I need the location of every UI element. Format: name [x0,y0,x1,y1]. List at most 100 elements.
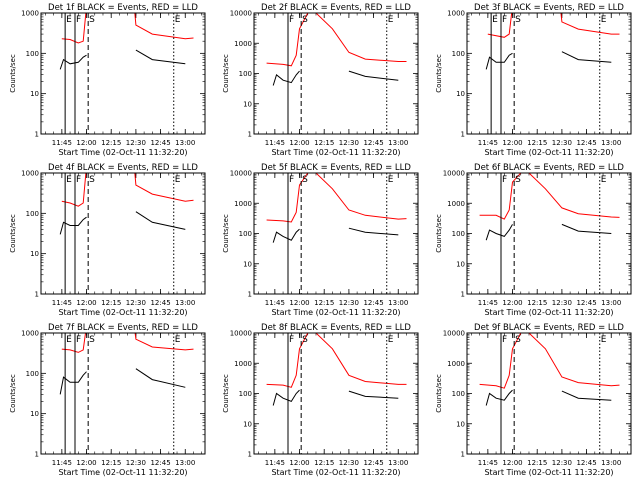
y-tick-label: 10 [456,90,465,98]
x-tick-label: 12:00 [502,299,522,307]
x-tick-label: 12:45 [150,459,170,467]
marker-label: S [89,175,95,185]
x-tick-label: 12:30 [126,459,146,467]
y-axis-label: Counts/sec [435,54,443,93]
series-line-events [485,223,612,241]
y-tick-label: 1 [248,451,252,459]
y-axis-label: Counts/sec [435,214,443,253]
marker-label: E [66,175,72,185]
x-tick-label: 13:00 [175,299,195,307]
x-tick-label: 12:15 [101,139,121,147]
y-tick-label: 1 [248,131,252,139]
x-tick-label: 12:30 [126,299,146,307]
x-tick-label: 12:45 [363,459,383,467]
x-tick-label: 11:45 [265,299,285,307]
y-tick-label: 100 [452,390,465,398]
x-tick-label: 12:00 [289,299,309,307]
y-tick-label: 10 [30,250,39,258]
y-tick-label: 10 [243,260,252,268]
y-tick-label: 1000 [234,200,252,208]
detector-panel: Det 9f BLACK = Events, RED = LLD Counts/s… [435,323,632,477]
series-line-events [272,70,399,86]
x-tick-label: 12:00 [76,459,96,467]
detector-panel: Det 6f BLACK = Events, RED = LLD Counts/s… [435,163,632,317]
plot-frame [253,172,419,295]
marker-label: S [302,15,308,25]
y-tick-label: 1 [35,131,39,139]
x-axis-label: Start Time (02-Oct-11 11:32:20) [484,148,613,157]
y-axis-label: Counts/sec [9,214,17,253]
x-axis-label: Start Time (02-Oct-11 11:32:20) [484,468,613,477]
y-tick-label: 1000 [21,330,39,338]
y-tick-label: 1 [461,451,465,459]
x-tick-label: 11:45 [478,459,498,467]
series-line-events [272,389,399,406]
x-tick-label: 12:15 [314,139,334,147]
marker-label: E [388,175,394,185]
x-tick-label: 12:30 [339,459,359,467]
series-line-lld [61,333,194,353]
x-tick-label: 12:45 [576,299,596,307]
x-tick-label: 12:00 [289,139,309,147]
x-tick-label: 12:00 [502,459,522,467]
x-axis-label: Start Time (02-Oct-11 11:32:20) [484,308,613,317]
marker-label: S [515,335,521,345]
y-tick-label: 10000 [230,10,252,18]
y-tick-label: 100 [26,370,39,378]
marker-label: E [175,15,181,25]
y-tick-label: 1 [35,451,39,459]
plot-frame [466,172,632,295]
x-tick-label: 12:15 [527,299,547,307]
panel-title: Det 9f BLACK = Events, RED = LLD [474,323,624,333]
x-tick-label: 12:15 [314,299,334,307]
detector-panel: Det 2f BLACK = Events, RED = LLD Counts/s… [222,3,419,157]
marker-label: S [89,335,95,345]
x-axis-label: Start Time (02-Oct-11 11:32:20) [58,468,187,477]
y-tick-label: 10 [243,420,252,428]
panel-title: Det 5f BLACK = Events, RED = LLD [261,163,411,173]
x-tick-label: 11:45 [478,139,498,147]
x-tick-label: 12:15 [314,459,334,467]
x-tick-label: 13:00 [388,139,408,147]
x-tick-label: 12:00 [289,459,309,467]
plot-frame [40,332,206,455]
x-axis-label: Start Time (02-Oct-11 11:32:20) [271,308,400,317]
x-tick-label: 12:45 [576,459,596,467]
x-tick-label: 13:00 [601,139,621,147]
x-tick-label: 12:30 [552,459,572,467]
panel-title: Det 6f BLACK = Events, RED = LLD [474,163,624,173]
y-tick-label: 10 [243,100,252,108]
plot-frame [253,332,419,455]
marker-label: E [601,15,607,25]
y-tick-label: 100 [239,390,252,398]
y-tick-label: 1 [461,291,465,299]
panel-title: Det 3f BLACK = Events, RED = LLD [474,3,624,13]
y-tick-label: 1000 [234,360,252,368]
y-tick-label: 100 [452,230,465,238]
y-tick-label: 100 [239,70,252,78]
x-tick-label: 12:30 [552,139,572,147]
marker-label: E [601,175,607,185]
x-tick-label: 11:45 [265,139,285,147]
x-tick-label: 11:45 [52,459,72,467]
plot-frame [40,12,206,135]
y-tick-label: 1000 [234,40,252,48]
series-line-events [59,211,186,235]
marker-label: S [302,335,308,345]
x-tick-label: 12:15 [527,459,547,467]
y-axis-label: Counts/sec [222,54,230,93]
y-tick-label: 100 [452,50,465,58]
y-tick-label: 1 [35,291,39,299]
x-tick-label: 13:00 [175,459,195,467]
marker-label: F [76,175,81,185]
series-line-events [59,368,186,395]
x-tick-label: 12:15 [527,139,547,147]
y-tick-label: 10000 [443,170,465,178]
y-tick-label: 1000 [447,10,465,18]
x-axis-label: Start Time (02-Oct-11 11:32:20) [271,148,400,157]
x-tick-label: 12:45 [150,299,170,307]
series-line-lld [266,13,407,67]
detector-panel: Det 5f BLACK = Events, RED = LLD Counts/s… [222,163,419,317]
panel-title: Det 7f BLACK = Events, RED = LLD [48,323,198,333]
x-axis-label: Start Time (02-Oct-11 11:32:20) [58,308,187,317]
